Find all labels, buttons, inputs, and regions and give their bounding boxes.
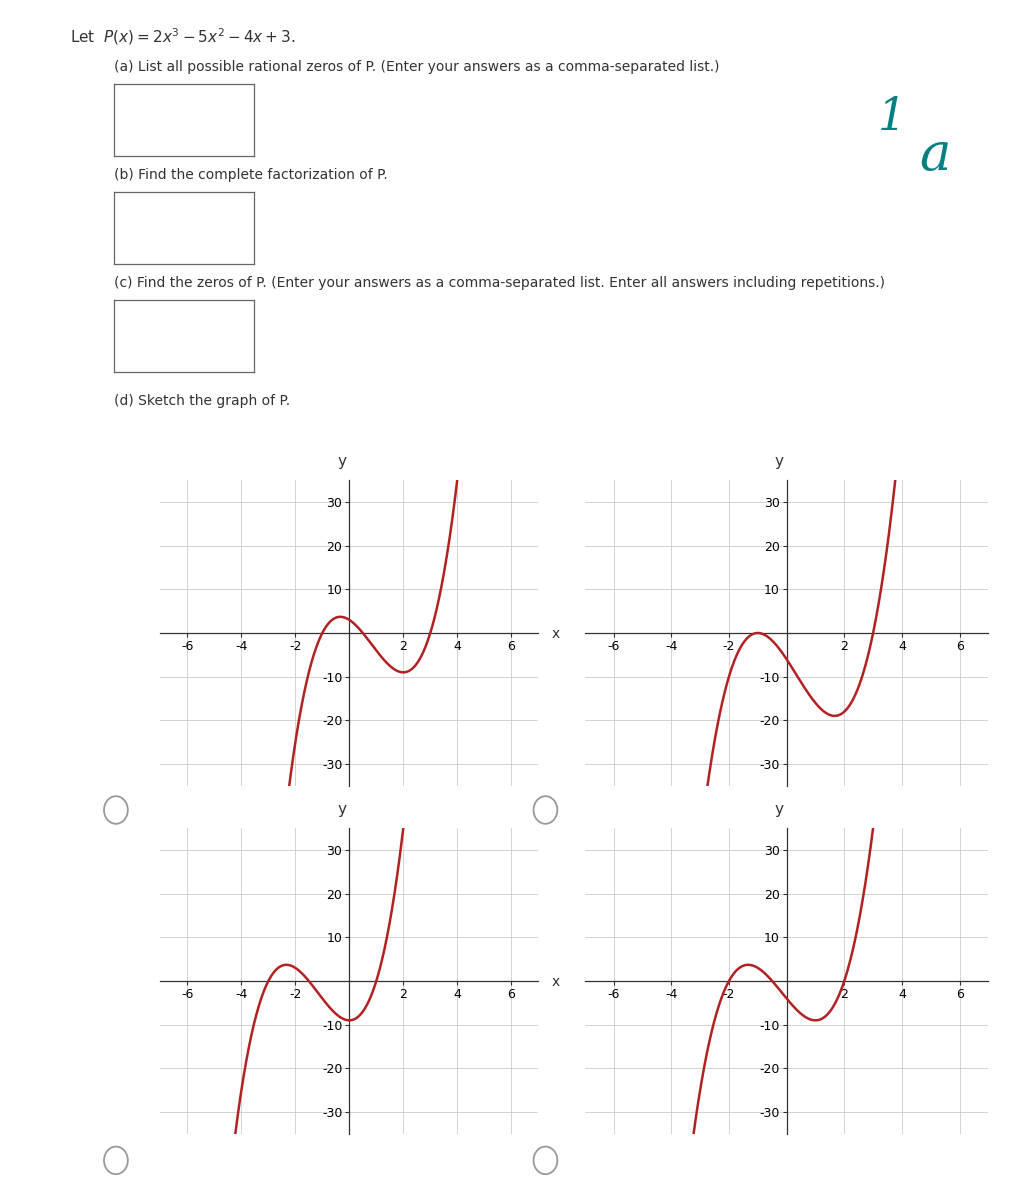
Text: y: y (774, 455, 783, 469)
Text: Let  $P(x) = 2x^3 - 5x^2 - 4x + 3$.: Let $P(x) = 2x^3 - 5x^2 - 4x + 3$. (70, 26, 296, 47)
Text: (d) Sketch the graph of P.: (d) Sketch the graph of P. (114, 394, 290, 408)
Text: (a) List all possible rational zeros of P. (Enter your answers as a comma-separa: (a) List all possible rational zeros of … (114, 60, 719, 74)
Text: y: y (337, 803, 347, 817)
Text: x: x (552, 974, 560, 989)
Text: (c) Find the zeros of P. (Enter your answers as a comma-separated list. Enter al: (c) Find the zeros of P. (Enter your ans… (114, 276, 885, 290)
Text: y: y (337, 455, 347, 469)
Text: y: y (774, 803, 783, 817)
Text: a: a (919, 130, 950, 180)
Text: (b) Find the complete factorization of P.: (b) Find the complete factorization of P… (114, 168, 387, 182)
Text: x: x (552, 626, 560, 641)
Text: 1: 1 (878, 96, 906, 139)
